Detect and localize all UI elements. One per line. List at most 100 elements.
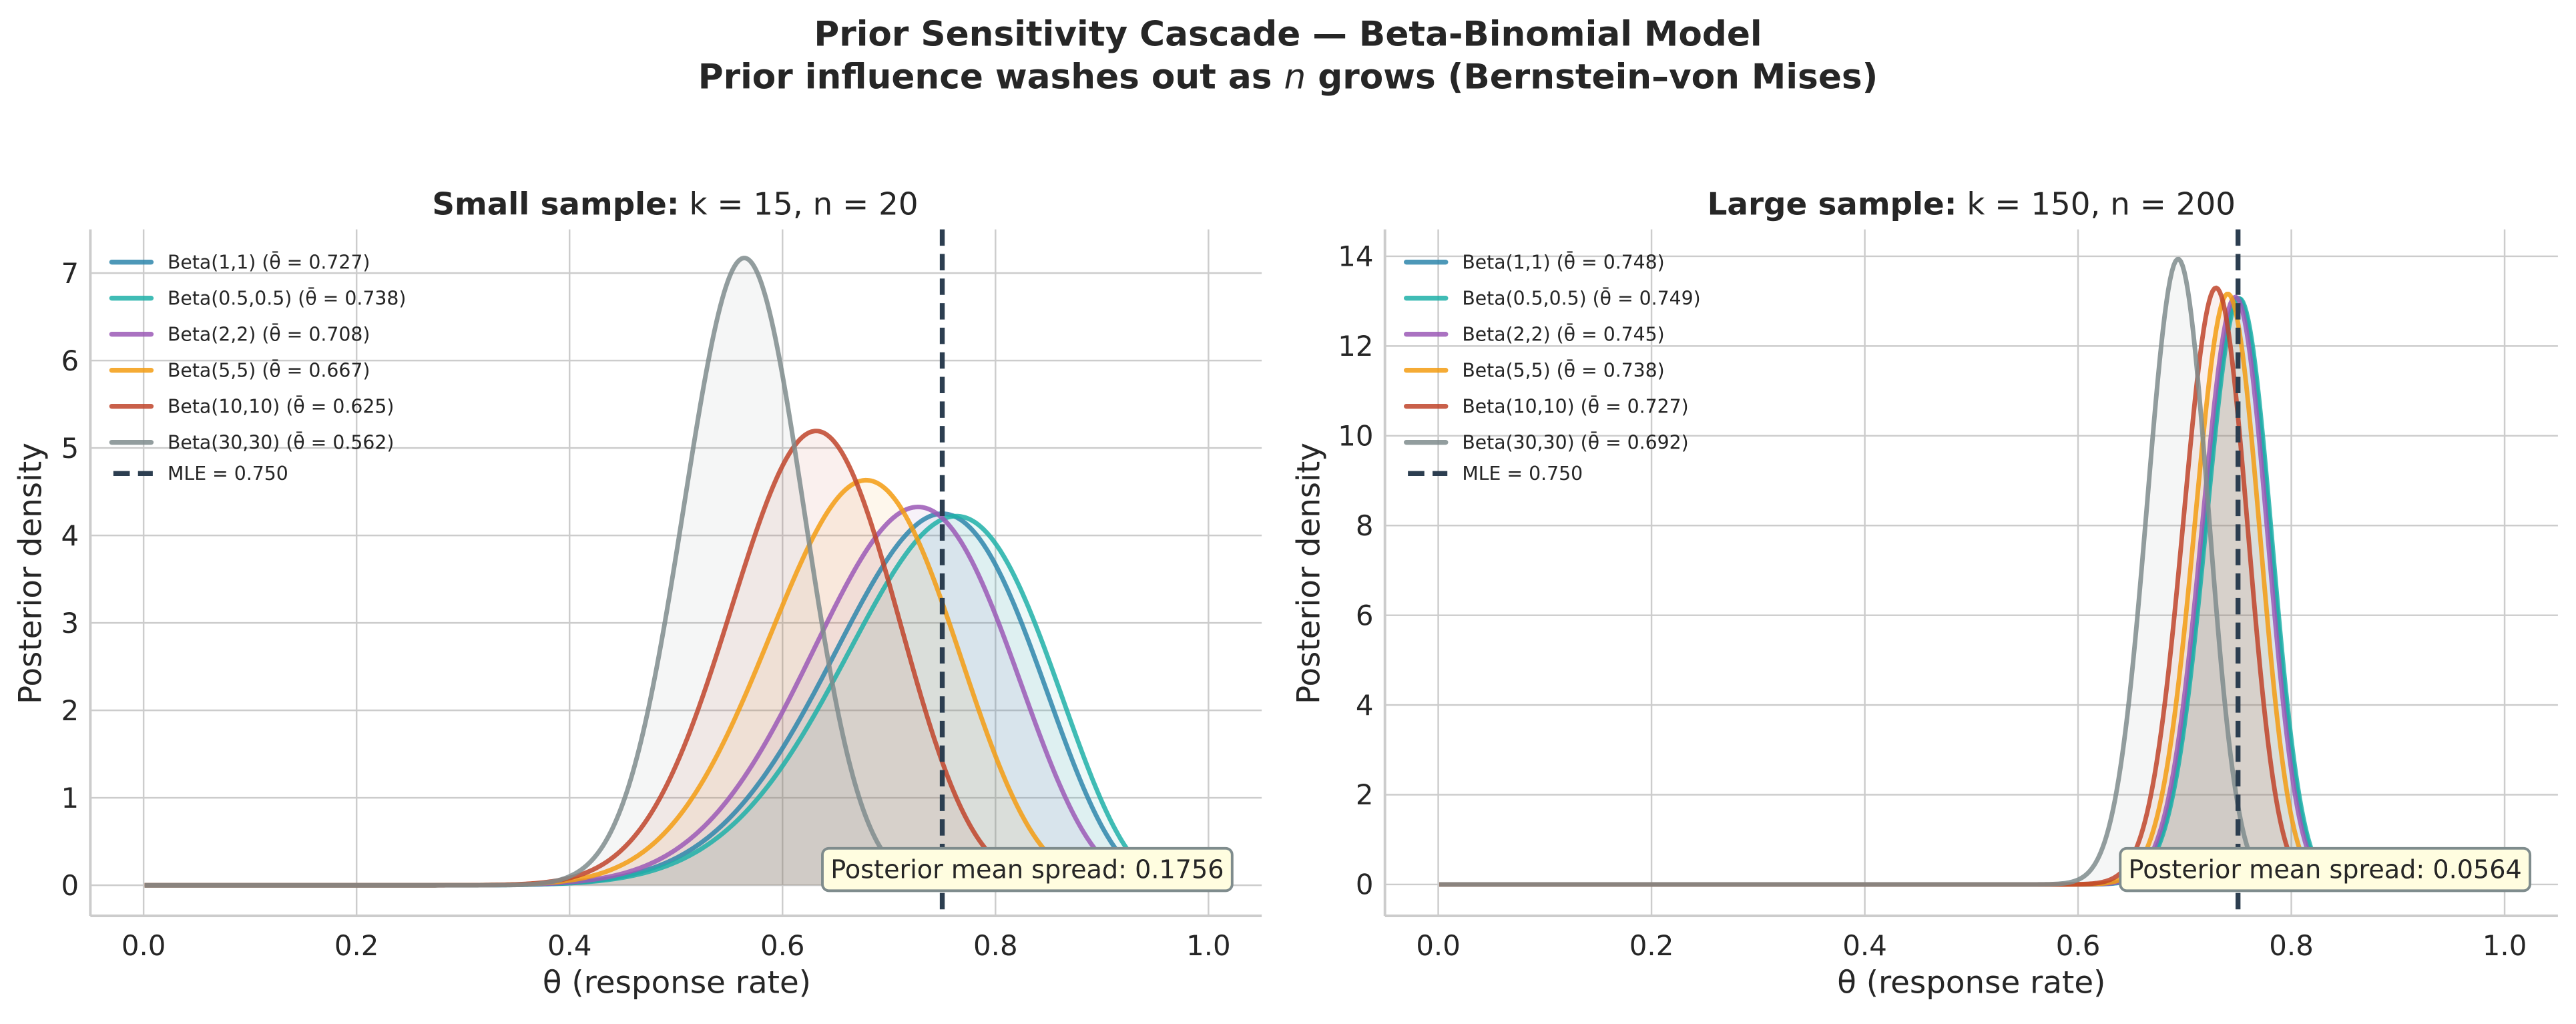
y-tick-label: 6 bbox=[1356, 599, 1374, 631]
x-tick-label: 1.0 bbox=[2483, 929, 2527, 962]
legend-label: Beta(0.5,0.5) (θ̄ = 0.738) bbox=[168, 286, 406, 309]
tick-labels: 0.0 0.2 0.4 0.6 0.8 1.0 0 1 2 3 4 5 6 7 bbox=[61, 257, 1231, 962]
panel-title: Small sample: k = 15, n = 20 bbox=[432, 187, 918, 223]
y-tick-label: 0 bbox=[61, 869, 79, 902]
legend-item-mle: MLE = 0.750 bbox=[1408, 463, 1583, 485]
spread-annotation: Posterior mean spread: 0.1756 bbox=[821, 846, 1234, 892]
x-tick-label: 0.2 bbox=[1629, 929, 1674, 962]
y-tick-label: 1 bbox=[61, 782, 79, 814]
panel-large-sample: Large sample: k = 150, n = 200 0.0 0.2 0.4… bbox=[1291, 187, 2558, 1001]
annotation-box bbox=[821, 846, 1234, 892]
y-tick-label: 0 bbox=[1356, 868, 1374, 901]
x-tick-label: 0.6 bbox=[2056, 929, 2101, 962]
figure-subtitle-pre: Prior influence washes out as bbox=[698, 57, 1284, 97]
legend-item: Beta(5,5) (θ̄ = 0.738) bbox=[1404, 358, 1665, 382]
legend-label: Beta(2,2) (θ̄ = 0.745) bbox=[1462, 322, 1664, 345]
legend-label: Beta(30,30) (θ̄ = 0.562) bbox=[168, 431, 394, 453]
legend-label: Beta(5,5) (θ̄ = 0.667) bbox=[168, 358, 370, 381]
y-tick-label: 2 bbox=[61, 694, 79, 727]
x-tick-label: 1.0 bbox=[1186, 929, 1231, 962]
legend-label: Beta(10,10) (θ̄ = 0.727) bbox=[1462, 395, 1688, 417]
panel-title: Large sample: k = 150, n = 200 bbox=[1708, 187, 2236, 223]
series-line bbox=[1439, 256, 2505, 887]
x-tick-label: 0.4 bbox=[1842, 929, 1887, 962]
y-tick-label: 4 bbox=[61, 519, 79, 552]
legend-label: MLE = 0.750 bbox=[1462, 463, 1583, 485]
fills bbox=[1439, 259, 2504, 884]
legend-item: Beta(0.5,0.5) (θ̄ = 0.749) bbox=[1404, 286, 1701, 310]
y-tick-label: 8 bbox=[1356, 509, 1374, 542]
legend-label: Beta(1,1) (θ̄ = 0.727) bbox=[168, 250, 370, 273]
tick-labels: 0.0 0.2 0.4 0.6 0.8 1.0 0 2 4 6 8 10 12 14 bbox=[1338, 240, 2527, 962]
legend-label: Beta(0.5,0.5) (θ̄ = 0.749) bbox=[1462, 286, 1700, 309]
x-tick-label: 0.0 bbox=[1416, 929, 1461, 962]
legend-item: Beta(10,10) (θ̄ = 0.625) bbox=[109, 395, 394, 417]
y-tick-label: 7 bbox=[61, 257, 79, 290]
legend-item: Beta(10,10) (θ̄ = 0.727) bbox=[1404, 395, 1689, 417]
y-tick-label: 2 bbox=[1356, 778, 1374, 811]
series-fill bbox=[1439, 259, 2504, 884]
panel-title-rest: k = 15, n = 20 bbox=[689, 187, 918, 223]
fills bbox=[144, 258, 1208, 886]
panel-title-bold: Small sample: bbox=[432, 187, 679, 223]
annotation-box bbox=[2119, 846, 2532, 892]
legend-item: Beta(1,1) (θ̄ = 0.748) bbox=[1404, 250, 1665, 274]
y-tick-label: 10 bbox=[1338, 420, 1373, 453]
y-tick-label: 4 bbox=[1356, 689, 1374, 722]
series-fill bbox=[1439, 298, 2504, 884]
legend: Beta(1,1) (θ̄ = 0.727) Beta(0.5,0.5) (θ̄ … bbox=[109, 250, 406, 485]
figure-title: Prior Sensitivity Cascade — Beta-Binomia… bbox=[814, 15, 1762, 55]
annotation-text: Posterior mean spread: 0.1756 bbox=[830, 855, 1224, 884]
grid bbox=[90, 229, 1262, 917]
legend: Beta(1,1) (θ̄ = 0.748) Beta(0.5,0.5) (θ̄ … bbox=[1404, 250, 1701, 485]
y-axis-label: Posterior density bbox=[13, 443, 49, 704]
series-line bbox=[1439, 294, 2505, 887]
annotation-text: Posterior mean spread: 0.0564 bbox=[2129, 855, 2522, 884]
legend-label: Beta(30,30) (θ̄ = 0.692) bbox=[1462, 431, 1688, 453]
series-line bbox=[1439, 296, 2505, 887]
y-tick-label: 12 bbox=[1338, 330, 1373, 362]
series-fill bbox=[144, 258, 1208, 886]
y-tick-label: 14 bbox=[1338, 240, 1373, 273]
x-axis-label: θ (response rate) bbox=[1837, 965, 2105, 1001]
legend-label: Beta(10,10) (θ̄ = 0.625) bbox=[168, 395, 394, 417]
legend-item: Beta(0.5,0.5) (θ̄ = 0.738) bbox=[109, 286, 406, 310]
y-tick-label: 6 bbox=[61, 344, 79, 377]
series-line bbox=[1439, 296, 2505, 887]
spread-annotation: Posterior mean spread: 0.0564 bbox=[2119, 846, 2532, 892]
series-fill bbox=[1439, 296, 2504, 884]
y-tick-label: 5 bbox=[61, 432, 79, 465]
figure-subtitle-var: n bbox=[1284, 57, 1306, 97]
series-line bbox=[1439, 291, 2505, 887]
legend-label: Beta(1,1) (θ̄ = 0.748) bbox=[1462, 250, 1664, 273]
figure-subtitle-post: grows (Bernstein–von Mises) bbox=[1306, 57, 1878, 97]
series-fill bbox=[1439, 294, 2504, 884]
panel-small-sample: Small sample: k = 15, n = 20 0.0 0.2 0.4 0.… bbox=[13, 187, 1262, 1001]
x-tick-label: 0.0 bbox=[121, 929, 166, 962]
y-tick-label: 3 bbox=[61, 607, 79, 639]
panel-title-rest: k = 150, n = 200 bbox=[1967, 187, 2236, 223]
x-tick-label: 0.2 bbox=[334, 929, 379, 962]
legend-item: Beta(5,5) (θ̄ = 0.667) bbox=[109, 358, 370, 382]
legend-item: Beta(30,30) (θ̄ = 0.562) bbox=[109, 431, 394, 453]
figure-subtitle: Prior influence washes out as n grows (B… bbox=[698, 57, 1878, 97]
x-tick-label: 0.6 bbox=[760, 929, 805, 962]
x-tick-label: 0.8 bbox=[973, 929, 1018, 962]
series-fill bbox=[1439, 298, 2504, 884]
legend-item: Beta(2,2) (θ̄ = 0.708) bbox=[109, 322, 370, 346]
legend-item: Beta(2,2) (θ̄ = 0.745) bbox=[1404, 322, 1665, 346]
spines bbox=[89, 229, 1262, 917]
legend-item: Beta(1,1) (θ̄ = 0.727) bbox=[109, 250, 370, 274]
series-lines bbox=[1439, 256, 2505, 887]
x-tick-label: 0.8 bbox=[2269, 929, 2314, 962]
legend-item: Beta(30,30) (θ̄ = 0.692) bbox=[1404, 431, 1689, 453]
spines bbox=[1383, 229, 2558, 917]
panel-title-bold: Large sample: bbox=[1708, 187, 1957, 223]
x-tick-label: 0.4 bbox=[547, 929, 592, 962]
legend-label: Beta(5,5) (θ̄ = 0.738) bbox=[1462, 358, 1664, 381]
legend-label: MLE = 0.750 bbox=[168, 463, 288, 485]
legend-label: Beta(2,2) (θ̄ = 0.708) bbox=[168, 322, 370, 345]
x-axis-label: θ (response rate) bbox=[543, 965, 811, 1001]
legend-item-mle: MLE = 0.750 bbox=[113, 463, 288, 485]
